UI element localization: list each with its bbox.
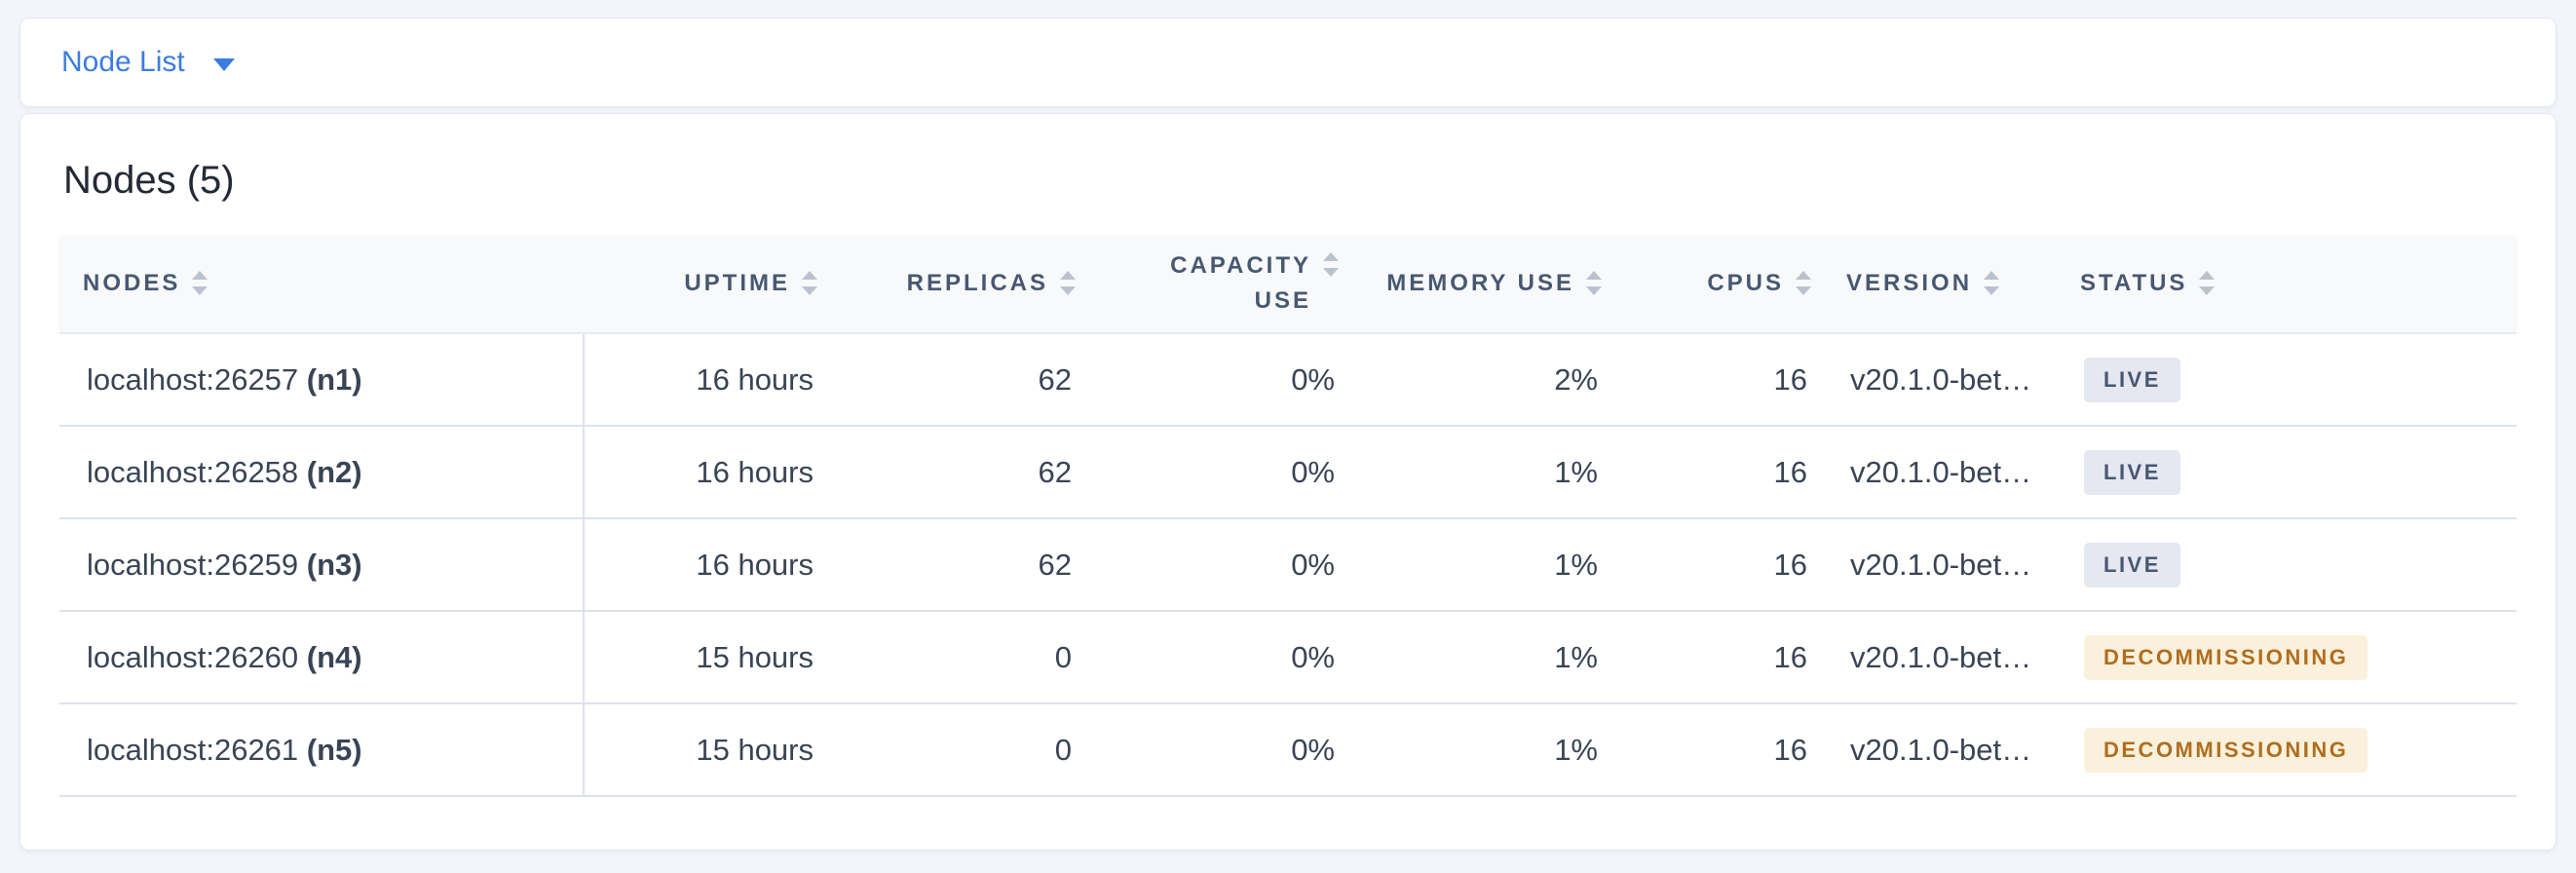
replicas-cell: 62 bbox=[829, 333, 1087, 427]
capacity-use-cell: 0% bbox=[1087, 426, 1350, 519]
view-selector-label: Node List bbox=[61, 46, 185, 78]
sort-arrows-icon bbox=[1794, 269, 1813, 298]
uptime-cell: 15 hours bbox=[584, 703, 829, 797]
node-id: (n1) bbox=[306, 361, 362, 397]
sort-arrows-icon bbox=[1058, 269, 1078, 298]
node-id: (n3) bbox=[306, 547, 362, 582]
column-header-version[interactable]: VERSION bbox=[1823, 235, 2057, 334]
table-row: localhost:26260 (n4) 15 hours 0 0% 1% 16… bbox=[59, 611, 2517, 704]
node-address-cell: localhost:26261 (n5) bbox=[59, 703, 585, 797]
uptime-cell: 16 hours bbox=[584, 426, 829, 519]
memory-use-cell: 1% bbox=[1350, 703, 1613, 797]
column-header-cpus[interactable]: CPUS bbox=[1613, 235, 1823, 334]
uptime-cell: 16 hours bbox=[584, 333, 829, 427]
sort-arrows-icon bbox=[800, 269, 819, 298]
caret-down-icon bbox=[212, 57, 236, 72]
sort-arrows-icon bbox=[190, 269, 209, 298]
node-address-cell: localhost:26258 (n2) bbox=[59, 426, 585, 519]
table-row: localhost:26261 (n5) 15 hours 0 0% 1% 16… bbox=[59, 703, 2517, 797]
status-cell: LIVE bbox=[2057, 518, 2517, 612]
table-row: localhost:26259 (n3) 16 hours 62 0% 1% 1… bbox=[59, 518, 2517, 612]
status-cell: DECOMMISSIONING bbox=[2057, 703, 2517, 797]
version-cell: v20.1.0-bet… bbox=[1823, 333, 2057, 427]
node-address-cell: localhost:26257 (n1) bbox=[59, 333, 585, 427]
column-header-nodes[interactable]: NODES bbox=[59, 235, 584, 334]
version-cell: v20.1.0-bet… bbox=[1823, 703, 2057, 797]
node-id: (n2) bbox=[306, 454, 362, 489]
status-cell: DECOMMISSIONING bbox=[2057, 611, 2517, 704]
cpus-cell: 16 bbox=[1613, 518, 1823, 612]
capacity-use-cell: 0% bbox=[1087, 518, 1350, 612]
capacity-use-cell: 0% bbox=[1087, 333, 1350, 427]
sort-arrows-icon bbox=[2197, 269, 2216, 298]
table-row: localhost:26258 (n2) 16 hours 62 0% 1% 1… bbox=[59, 426, 2517, 519]
status-cell: LIVE bbox=[2057, 426, 2517, 519]
column-header-memory-use[interactable]: MEMORY USE bbox=[1350, 235, 1613, 334]
node-list-table: NODES UPTIME R bbox=[59, 235, 2517, 797]
status-badge: LIVE bbox=[2084, 542, 2180, 588]
column-header-capacity-use[interactable]: CAPACITY USE bbox=[1087, 235, 1350, 334]
replicas-cell: 0 bbox=[829, 703, 1087, 797]
column-header-uptime[interactable]: UPTIME bbox=[584, 235, 829, 334]
node-address-cell: localhost:26260 (n4) bbox=[59, 611, 585, 704]
sort-arrows-icon bbox=[1321, 250, 1341, 280]
table-row: localhost:26257 (n1) 16 hours 62 0% 2% 1… bbox=[59, 333, 2517, 427]
memory-use-cell: 2% bbox=[1350, 333, 1613, 427]
status-cell: LIVE bbox=[2057, 333, 2517, 427]
version-cell: v20.1.0-bet… bbox=[1823, 611, 2057, 704]
version-cell: v20.1.0-bet… bbox=[1823, 426, 2057, 519]
cpus-cell: 16 bbox=[1613, 333, 1823, 427]
column-header-replicas[interactable]: REPLICAS bbox=[829, 235, 1087, 334]
sort-arrows-icon bbox=[1982, 269, 2001, 298]
column-header-status[interactable]: STATUS bbox=[2057, 235, 2517, 334]
status-badge: LIVE bbox=[2084, 357, 2180, 402]
node-address-cell: localhost:26259 (n3) bbox=[59, 518, 585, 612]
nodes-panel: Nodes (5) NODES UPTIME bbox=[19, 113, 2557, 851]
view-selector-card: Node List bbox=[19, 18, 2557, 107]
cpus-cell: 16 bbox=[1613, 703, 1823, 797]
table-header-row: NODES UPTIME R bbox=[59, 235, 2517, 334]
memory-use-cell: 1% bbox=[1350, 611, 1613, 704]
version-cell: v20.1.0-bet… bbox=[1823, 518, 2057, 612]
memory-use-cell: 1% bbox=[1350, 518, 1613, 612]
sort-arrows-icon bbox=[1584, 269, 1604, 298]
capacity-use-cell: 0% bbox=[1087, 703, 1350, 797]
uptime-cell: 15 hours bbox=[584, 611, 829, 704]
node-id: (n4) bbox=[306, 639, 362, 674]
replicas-cell: 0 bbox=[829, 611, 1087, 704]
status-badge: LIVE bbox=[2084, 449, 2180, 495]
capacity-use-cell: 0% bbox=[1087, 611, 1350, 704]
cpus-cell: 16 bbox=[1613, 426, 1823, 519]
panel-title: Nodes (5) bbox=[63, 159, 235, 202]
replicas-cell: 62 bbox=[829, 426, 1087, 519]
status-badge: DECOMMISSIONING bbox=[2084, 727, 2368, 773]
view-selector-dropdown[interactable]: Node List bbox=[61, 46, 236, 79]
replicas-cell: 62 bbox=[829, 518, 1087, 612]
status-badge: DECOMMISSIONING bbox=[2084, 634, 2368, 680]
memory-use-cell: 1% bbox=[1350, 426, 1613, 519]
node-id: (n5) bbox=[306, 732, 362, 767]
cpus-cell: 16 bbox=[1613, 611, 1823, 704]
uptime-cell: 16 hours bbox=[584, 518, 829, 612]
